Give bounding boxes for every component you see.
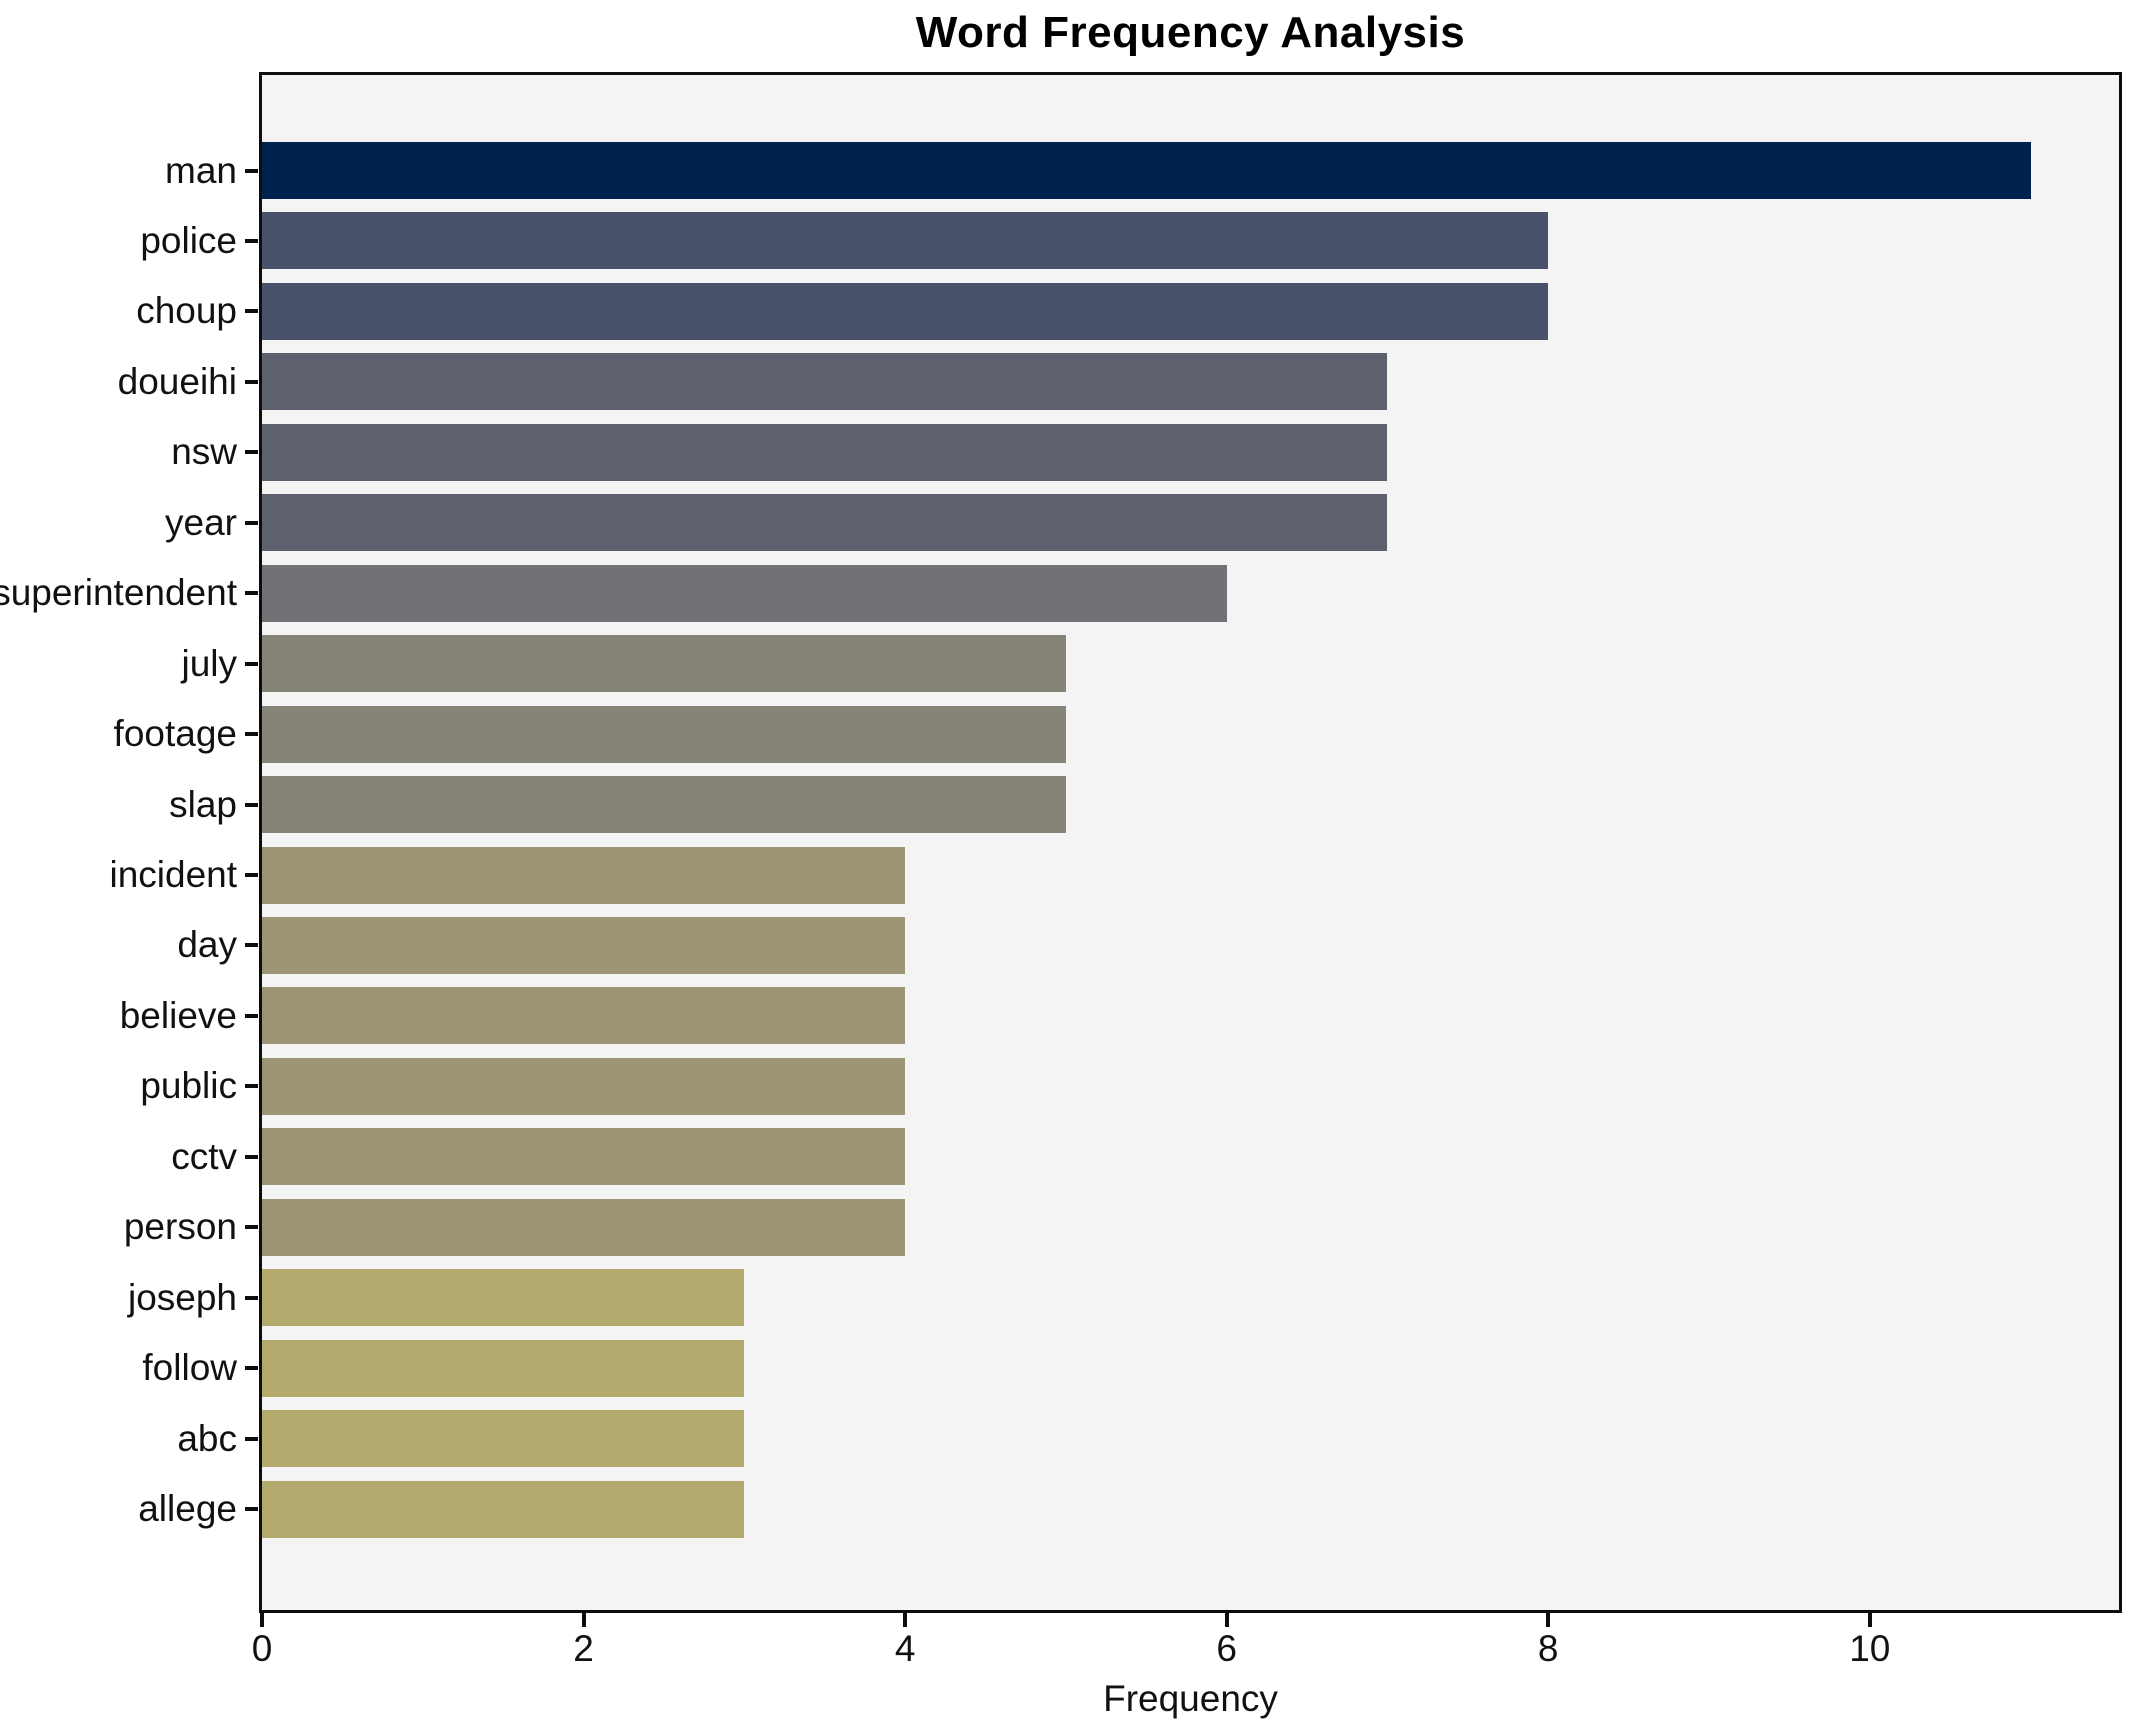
y-tick-label-choup: choup <box>136 290 237 332</box>
x-tick-mark <box>1546 1613 1551 1627</box>
bar-man <box>262 142 2031 199</box>
bar-cctv <box>262 1128 906 1186</box>
bar-public <box>262 1057 906 1115</box>
y-tick-mark <box>245 661 258 666</box>
bar-footage <box>262 705 1066 763</box>
bar-incident <box>262 846 906 904</box>
y-tick-mark <box>245 520 258 525</box>
y-tick-label-man: man <box>165 149 237 191</box>
bar-doueihi <box>262 353 1388 411</box>
bar-person <box>262 1198 906 1256</box>
bar-day <box>262 916 906 974</box>
y-tick-label-year: year <box>165 501 237 543</box>
bar-superintendent <box>262 564 1227 622</box>
y-tick-mark <box>245 1013 258 1018</box>
y-tick-label-follow: follow <box>142 1347 237 1389</box>
y-tick-mark <box>245 1084 258 1089</box>
x-tick-label-6: 6 <box>1216 1628 1237 1669</box>
y-tick-mark <box>245 450 258 455</box>
y-tick-label-allege: allege <box>138 1488 237 1530</box>
y-tick-label-public: public <box>140 1065 237 1107</box>
y-tick-label-superintendent: superintendent <box>0 572 237 614</box>
x-axis-label: Frequency <box>1103 1678 1278 1719</box>
y-tick-mark <box>245 1154 258 1159</box>
y-tick-mark <box>245 238 258 243</box>
y-tick-mark <box>245 732 258 737</box>
y-tick-mark <box>245 1366 258 1371</box>
y-tick-label-police: police <box>140 219 237 261</box>
y-tick-mark <box>245 1507 258 1512</box>
bar-joseph <box>262 1269 745 1327</box>
bar-nsw <box>262 423 1388 481</box>
plot-area <box>259 72 2122 1613</box>
x-tick-mark <box>581 1613 586 1627</box>
y-tick-mark <box>245 168 258 173</box>
x-tick-label-4: 4 <box>894 1628 916 1669</box>
y-tick-label-cctv: cctv <box>171 1135 237 1177</box>
bar-slap <box>262 776 1066 834</box>
bar-allege <box>262 1480 745 1538</box>
y-tick-mark <box>245 1225 258 1230</box>
x-tick-label-8: 8 <box>1537 1628 1559 1669</box>
y-tick-label-footage: footage <box>113 713 237 755</box>
x-tick-mark <box>1224 1613 1229 1627</box>
bar-year <box>262 494 1388 552</box>
bar-choup <box>262 282 1549 340</box>
y-tick-mark <box>245 802 258 807</box>
y-tick-label-doueihi: doueihi <box>117 360 237 402</box>
bar-abc <box>262 1410 745 1468</box>
y-tick-mark <box>245 379 258 384</box>
bar-july <box>262 635 1066 693</box>
y-tick-mark <box>245 1295 258 1300</box>
y-tick-mark <box>245 943 258 948</box>
bar-believe <box>262 987 906 1045</box>
y-tick-label-incident: incident <box>109 854 237 895</box>
x-tick-mark <box>903 1613 908 1627</box>
y-tick-mark <box>245 309 258 314</box>
x-tick-label-0: 0 <box>251 1628 273 1669</box>
x-tick-label-10: 10 <box>1849 1628 1891 1669</box>
y-tick-label-joseph: joseph <box>127 1276 237 1318</box>
y-tick-label-slap: slap <box>169 783 237 825</box>
y-tick-label-person: person <box>123 1206 237 1248</box>
x-tick-label-2: 2 <box>573 1628 594 1669</box>
y-tick-mark <box>245 591 258 596</box>
y-tick-label-believe: believe <box>119 994 237 1036</box>
chart-title: Word Frequency Analysis <box>915 8 1466 57</box>
y-tick-label-day: day <box>177 924 237 966</box>
y-tick-label-abc: abc <box>177 1417 237 1459</box>
x-tick-mark <box>260 1613 264 1627</box>
bar-follow <box>262 1339 745 1397</box>
y-tick-label-july: july <box>181 642 237 684</box>
y-tick-label-nsw: nsw <box>171 431 237 473</box>
x-tick-mark <box>1867 1613 1872 1627</box>
y-tick-mark <box>245 1436 258 1441</box>
y-tick-mark <box>245 873 258 877</box>
bar-police <box>262 212 1549 270</box>
